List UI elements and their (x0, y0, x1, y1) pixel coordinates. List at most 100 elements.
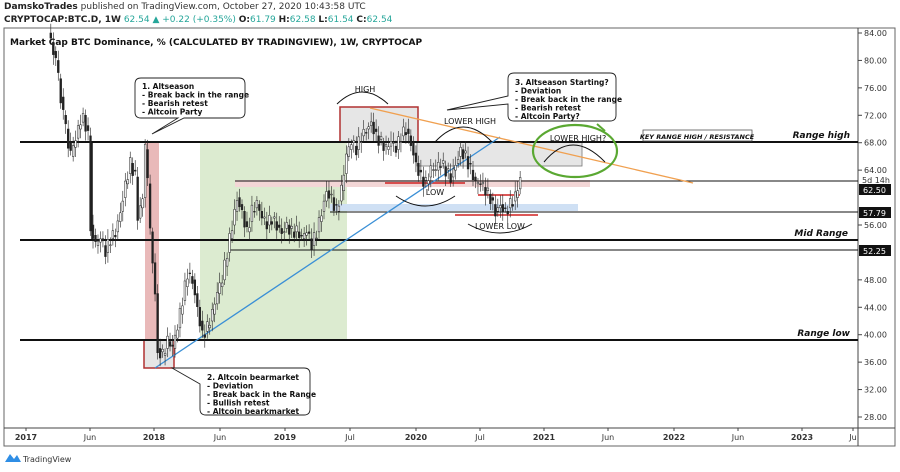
candle (69, 142, 72, 151)
time-tick-label: Jun (731, 433, 745, 442)
projected-high-arc (543, 144, 606, 163)
candle (325, 191, 328, 202)
price-tick-label: 76.00 (864, 84, 887, 93)
candle (384, 144, 388, 147)
candle (146, 149, 149, 179)
callout-3: 3. Altseason Starting? - Deviation - Break… (446, 72, 622, 122)
candle (181, 305, 184, 315)
candle (94, 235, 97, 242)
candle (464, 150, 467, 154)
symbol-info: CRYPTOCAP:BTC.D, 1W 62.54 ▲ +0.22 (+0.35… (4, 15, 392, 25)
candle (64, 115, 67, 125)
callout-line: - Altcoin bearkmarket (207, 407, 299, 416)
price-tick-label: 72.00 (864, 111, 887, 120)
candle (186, 278, 189, 287)
candle (387, 146, 390, 150)
candle (86, 125, 90, 131)
time-tick-label: 2022 (663, 433, 685, 442)
candle (481, 181, 485, 185)
candle (263, 216, 266, 219)
candle (491, 197, 495, 201)
candle (221, 282, 224, 287)
tradingview-logo-icon (5, 454, 21, 462)
candle (158, 348, 162, 359)
candle (340, 184, 343, 202)
candle (193, 279, 197, 296)
candle (253, 211, 256, 213)
candle (72, 145, 75, 157)
candle (283, 231, 286, 233)
candle (255, 200, 259, 209)
candle (119, 212, 122, 222)
callout-line: - Bullish retest (207, 399, 270, 408)
high-arc (336, 91, 389, 105)
candle (335, 204, 338, 206)
time-tick-label: Ju (848, 433, 856, 442)
close-value: 62.54 (366, 15, 393, 25)
candle (168, 341, 172, 347)
candle (486, 187, 490, 191)
candle (310, 238, 313, 251)
candle (260, 211, 264, 219)
candle (99, 238, 102, 243)
candle (176, 329, 179, 339)
lower-high-label: LOWER HIGH (444, 117, 496, 126)
callout-line: - Break back in the range (142, 91, 249, 100)
candle (494, 204, 497, 217)
countdown-label: 5d 14h (862, 176, 890, 185)
svg-text:1. Altseason- Break back in th: 1. Altseason - Break back in the range - B… (142, 82, 249, 117)
callout-line: 2. Altcoin bearmarket (207, 373, 299, 382)
low-arc (395, 195, 456, 207)
candle (456, 159, 460, 164)
candle (285, 222, 288, 229)
candle (484, 187, 487, 196)
candle (280, 228, 283, 234)
high-label: HIGH (355, 85, 376, 94)
candle (273, 216, 276, 219)
open-label: O: (238, 15, 250, 25)
candle (143, 143, 147, 198)
candle (81, 113, 85, 123)
candle (183, 280, 187, 301)
lower-high-question-label: LOWER HIGH? (550, 134, 606, 143)
callout-1: 1. Altseason - Break back in the range - B… (134, 77, 249, 135)
candle (367, 126, 370, 130)
mid-range-label: Mid Range (794, 229, 848, 239)
time-tick-label: Jun (213, 433, 227, 442)
candle (519, 177, 522, 190)
candle (153, 262, 157, 295)
price-axis[interactable]: 84.00 80.00 76.00 72.00 68.00 64.00 56.00 48.00… (858, 29, 887, 422)
candle (163, 353, 167, 356)
tradingview-brand: TradingView (22, 455, 72, 464)
time-tick-label: Jul (474, 433, 485, 442)
candle (509, 198, 512, 209)
candle (355, 145, 358, 156)
key-range-label: KEY RANGE HIGH / RESISTANCE (640, 133, 755, 141)
candle (370, 121, 373, 126)
candle (300, 235, 303, 237)
candle (57, 60, 60, 73)
candle (372, 121, 375, 135)
candle (402, 126, 405, 137)
publisher-name[interactable]: DamskoTrades (4, 2, 78, 12)
time-tick-label: 2018 (143, 433, 166, 442)
time-axis[interactable]: 2017 Jun 2018 Jun 2019 Jul 2020 Jul 2021 Jun 2022 J… (15, 428, 857, 442)
candle (444, 166, 447, 177)
candle (471, 169, 475, 181)
candle (228, 233, 231, 253)
price-tick-label: 64.00 (864, 166, 887, 175)
callout-line: - Deviation (515, 87, 561, 96)
candle (225, 258, 229, 267)
callout-line: 1. Altseason (142, 82, 194, 91)
support-price-value: 57.79 (863, 209, 886, 218)
price-tick-label: 48.00 (864, 276, 887, 285)
descending-trendline[interactable] (369, 107, 694, 184)
tradingview-logo[interactable]: TradingView (5, 454, 72, 464)
candle (414, 152, 418, 163)
candle (332, 197, 336, 211)
candle (295, 225, 298, 233)
lower-mid-price-value: 52.25 (863, 247, 886, 256)
candle (352, 140, 355, 143)
candle (469, 163, 472, 165)
